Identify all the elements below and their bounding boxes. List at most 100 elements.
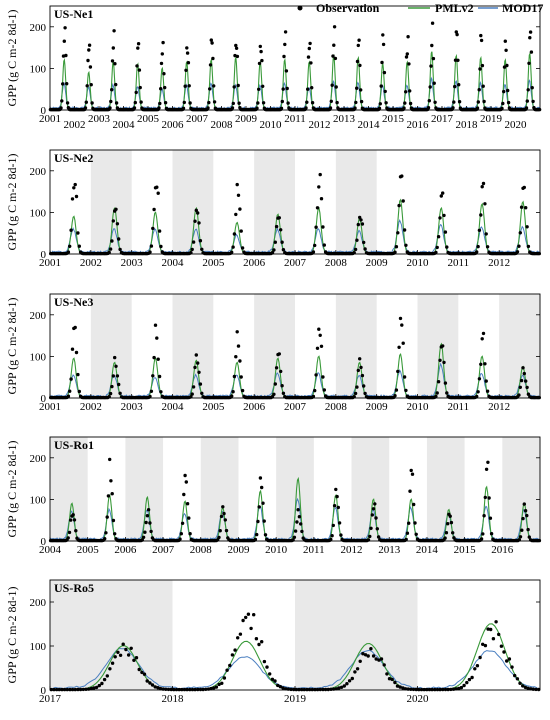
observation-point [329, 537, 333, 542]
observation-point [336, 505, 340, 510]
observation-point [449, 520, 454, 525]
observation-point [355, 86, 359, 90]
observation-point [224, 528, 229, 533]
observation-point [140, 670, 144, 675]
observation-point [426, 106, 431, 110]
x-tick-label: 2011 [303, 544, 325, 556]
observation-point [230, 394, 234, 398]
observation-point [507, 657, 512, 661]
x-tick-label: 2005 [202, 401, 225, 413]
observation-point [236, 83, 240, 88]
x-tick-label: 2010 [260, 119, 283, 131]
observation-point [194, 353, 198, 357]
observation-point [160, 52, 164, 56]
observation-point [382, 70, 387, 75]
x-tick-label: 2010 [265, 544, 288, 556]
observation-point [70, 347, 75, 351]
observation-point [187, 516, 191, 520]
observation-point [198, 239, 203, 243]
observation-point [525, 513, 529, 518]
observation-point [110, 661, 115, 665]
observation-point [502, 89, 506, 94]
observation-point [404, 388, 408, 393]
observation-point [446, 522, 450, 526]
observation-point [331, 54, 335, 58]
observation-point [77, 389, 82, 394]
observation-point [395, 684, 400, 688]
observation-point [315, 206, 320, 210]
observation-point [108, 457, 112, 462]
x-tick-label: 2008 [325, 401, 348, 413]
legend-observation-label: Observation [316, 1, 380, 15]
observation-point [184, 480, 188, 484]
observation-point [313, 243, 317, 248]
observation-point [185, 46, 189, 50]
observation-point [451, 531, 455, 535]
x-tick-label: 2003 [88, 113, 111, 125]
observation-point [404, 243, 408, 247]
observation-point [334, 487, 338, 492]
observation-point [156, 357, 160, 361]
observation-point [373, 502, 377, 506]
observation-point [150, 683, 155, 687]
series-observation-points [48, 21, 542, 112]
observation-point [353, 670, 357, 674]
observation-point [355, 59, 360, 64]
observation-point [283, 42, 287, 47]
observation-point [263, 533, 268, 537]
observation-point [61, 82, 65, 86]
observation-point [153, 685, 157, 689]
x-tick-label: 2006 [114, 544, 137, 556]
observation-point [155, 336, 159, 340]
observation-point [521, 366, 525, 370]
observation-point [235, 330, 239, 334]
observation-point [443, 381, 448, 385]
panel-us-ne2: 0 100 200 2001 2002 2003 2004 2005 2006 2007 2008 2… [5, 149, 541, 269]
observation-point [72, 518, 77, 522]
observation-point [398, 685, 402, 689]
observation-point [390, 677, 394, 682]
observation-point [236, 344, 241, 348]
observation-point [475, 394, 479, 399]
observation-point [115, 222, 120, 226]
observation-point [118, 653, 123, 657]
observation-point [221, 505, 225, 509]
y-tick-label: 0 [41, 536, 47, 548]
observation-point [378, 102, 382, 106]
observation-point [314, 373, 318, 377]
x-tick-label: 2018 [456, 119, 479, 131]
x-tick-label: 2020 [505, 119, 528, 131]
observation-point [374, 516, 378, 520]
observation-point [362, 384, 366, 388]
panel-title: US-Ro5 [54, 581, 94, 595]
observation-point [239, 229, 243, 233]
observation-point [83, 106, 88, 110]
observation-point [470, 675, 474, 680]
observation-point [444, 531, 449, 535]
observation-point [479, 537, 484, 541]
y-tick-label: 0 [41, 105, 47, 117]
observation-point [67, 530, 72, 535]
observation-point [257, 61, 262, 66]
observation-point [414, 532, 418, 536]
observation-point [377, 658, 381, 662]
observation-point [88, 65, 93, 69]
observation-point [486, 460, 490, 464]
observation-point [375, 527, 379, 531]
observation-point [517, 244, 521, 248]
observation-point [240, 388, 245, 393]
observation-point [476, 244, 480, 249]
observation-point [412, 502, 416, 507]
observation-point [149, 529, 153, 534]
observation-point [270, 677, 275, 681]
observation-point [524, 106, 529, 110]
observation-point [118, 391, 122, 395]
x-tick-label: 2019 [284, 693, 307, 705]
observation-point [400, 323, 404, 327]
observation-point [110, 88, 114, 92]
observation-point [451, 106, 455, 110]
observation-point [494, 620, 498, 624]
observation-point [193, 365, 197, 370]
x-tick-label: 2006 [243, 401, 266, 413]
observation-point [222, 511, 226, 516]
